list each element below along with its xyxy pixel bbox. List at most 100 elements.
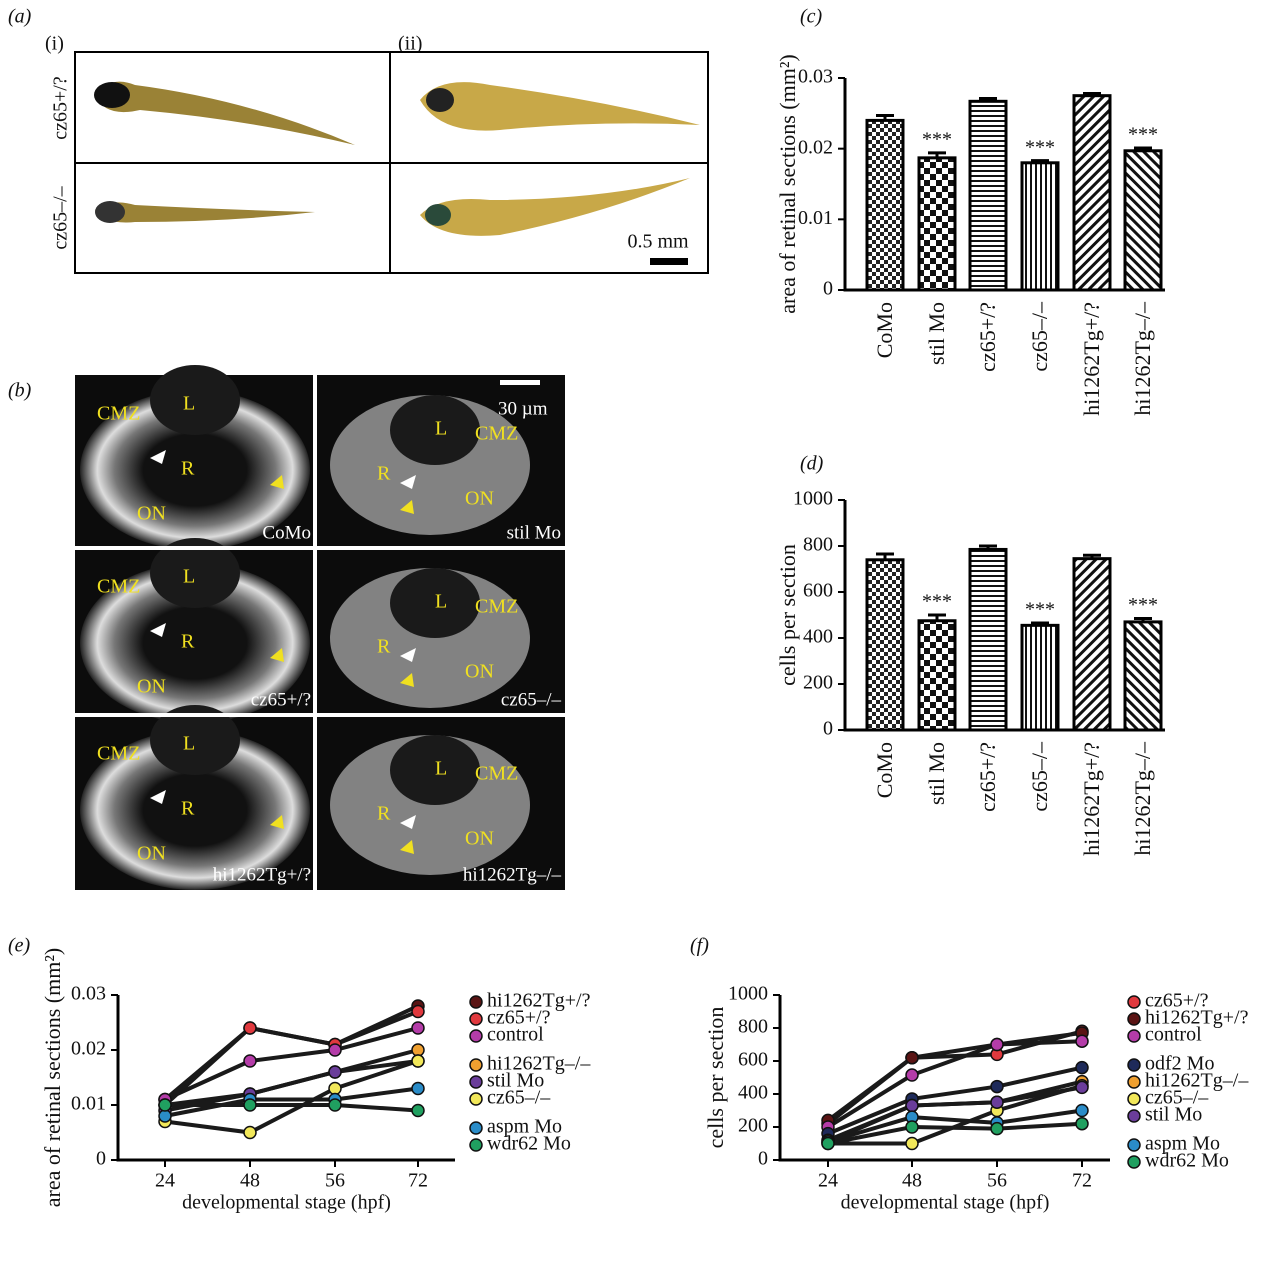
y-tick-label: 0.01 — [71, 1093, 106, 1115]
significance: *** — [922, 129, 952, 151]
panel-label: (b) — [8, 380, 32, 402]
region-label: CMZ — [475, 763, 518, 785]
x-tick-label: cz65–/– — [1027, 301, 1052, 372]
y-tick-label: 600 — [803, 580, 833, 602]
y-tick-label: 0.03 — [798, 66, 833, 88]
arrowhead — [400, 673, 414, 687]
column-label: (i) — [45, 33, 64, 55]
lens — [390, 568, 480, 638]
arrowhead — [400, 500, 414, 514]
y-tick-label: 0 — [823, 278, 833, 300]
region-label: L — [435, 591, 447, 613]
panel-label: (f) — [690, 935, 709, 957]
data-point — [1075, 1034, 1089, 1048]
data-point — [243, 1021, 257, 1035]
larva — [420, 178, 690, 236]
data-point — [411, 1081, 425, 1096]
x-tick-label: 56 — [987, 1170, 1007, 1192]
bar — [917, 156, 957, 292]
legend-swatch — [469, 1058, 483, 1072]
x-tick-label: 24 — [818, 1170, 838, 1192]
row-label: cz65–/– — [50, 185, 72, 249]
legend-swatch — [469, 1012, 483, 1026]
x-axis-label: developmental stage (hpf) — [182, 1192, 391, 1214]
genotype-caption: cz65+/? — [251, 689, 311, 710]
series-line — [163, 1009, 419, 1102]
legend-swatch — [469, 1029, 483, 1043]
data-point — [905, 1120, 919, 1134]
bar — [1072, 557, 1112, 732]
arrowhead — [150, 450, 166, 464]
axis — [116, 995, 455, 1162]
panel-label: (d) — [800, 453, 824, 475]
genotype-caption: CoMo — [262, 522, 311, 543]
bar — [865, 558, 905, 732]
legend-swatch — [469, 995, 483, 1009]
x-tick-label: CoMo — [872, 742, 897, 798]
region-label: CMZ — [97, 576, 140, 598]
legend-label: control — [1145, 1024, 1202, 1046]
legend-swatch — [1127, 1092, 1141, 1106]
legend-swatch — [1127, 1058, 1141, 1072]
legend-label: odf2 Mo — [1145, 1053, 1214, 1075]
y-tick-label: 0.02 — [71, 1038, 106, 1060]
larva — [95, 202, 315, 223]
significance: *** — [1025, 599, 1055, 621]
y-tick-label: 0.03 — [71, 983, 106, 1005]
series-line — [164, 1048, 419, 1107]
error-bar — [1031, 621, 1049, 626]
legend-label: cz65+/? — [1145, 990, 1209, 1012]
data-point — [1075, 1080, 1089, 1095]
larva — [420, 82, 700, 131]
region-label: CMZ — [97, 743, 140, 765]
x-tick-label: hi1262Tg+/? — [1079, 302, 1104, 416]
error-bar — [876, 552, 894, 560]
error-bar — [979, 544, 997, 550]
bar — [1020, 623, 1060, 732]
larva-eye — [426, 88, 454, 112]
region-label: R — [377, 636, 391, 658]
row-label: cz65+/? — [50, 76, 72, 140]
series-line — [165, 1103, 419, 1113]
x-tick-label: stil Mo — [924, 742, 949, 805]
legend-label: stil Mo — [487, 1070, 544, 1092]
data-point — [328, 1098, 342, 1112]
legend-label: control — [487, 1024, 544, 1046]
legend-swatch — [1127, 995, 1141, 1009]
data-point — [990, 1037, 1004, 1052]
bar — [1123, 620, 1163, 732]
x-tick-label: 48 — [902, 1170, 922, 1192]
bar — [1123, 149, 1163, 292]
axis — [778, 995, 1110, 1162]
panel-label: (a) — [8, 6, 32, 28]
x-tick-label: cz65–/– — [1027, 741, 1052, 812]
arrowhead — [270, 648, 284, 662]
error-bar — [1134, 616, 1152, 622]
region-label: L — [183, 393, 195, 415]
significance: *** — [922, 591, 952, 613]
x-axis-label: developmental stage (hpf) — [841, 1192, 1050, 1214]
region-label: R — [377, 463, 391, 485]
region-label: CMZ — [475, 596, 518, 618]
region-label: R — [181, 798, 195, 820]
data-point — [905, 1068, 919, 1082]
arrowhead — [400, 840, 414, 854]
data-point — [411, 1054, 425, 1068]
legend-label: cz65–/– — [1145, 1087, 1209, 1109]
error-bar — [979, 96, 997, 102]
data-point — [1075, 1116, 1089, 1131]
x-tick-label: 24 — [155, 1170, 175, 1192]
series-line — [826, 1039, 1083, 1129]
y-tick-label: 0 — [758, 1148, 768, 1170]
legend-label: cz65–/– — [487, 1087, 551, 1109]
legend-label: stil Mo — [1145, 1104, 1202, 1126]
legend-label: aspm Mo — [487, 1116, 562, 1138]
legend-swatch — [1127, 1155, 1141, 1169]
legend-swatch — [469, 1092, 483, 1106]
series-line — [164, 1026, 419, 1102]
data-point — [821, 1136, 835, 1151]
region-label: ON — [465, 828, 494, 850]
genotype-caption: cz65–/– — [501, 689, 562, 710]
bar — [968, 99, 1008, 292]
